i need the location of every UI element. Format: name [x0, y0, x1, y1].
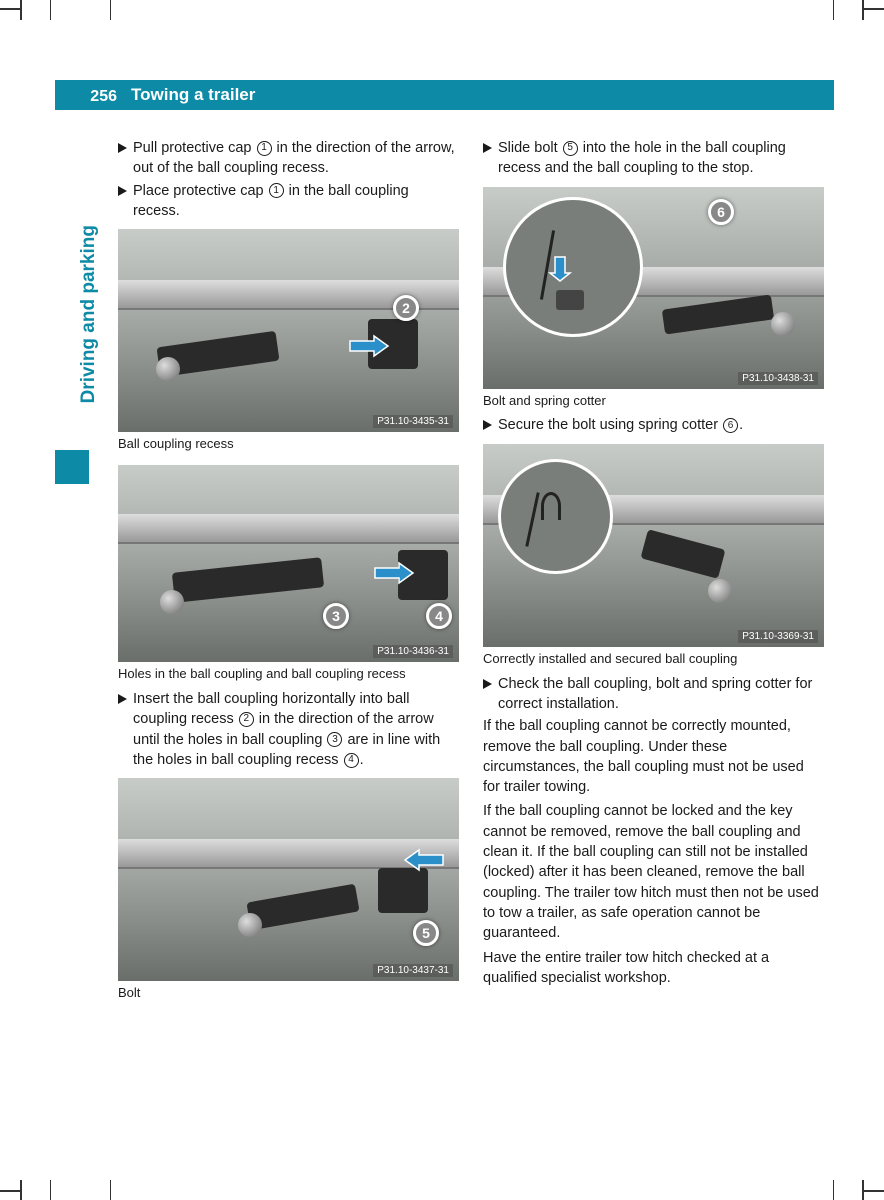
figure-callout: 5 — [413, 920, 439, 946]
step-bullet-icon — [118, 186, 127, 196]
figure-ref-label: P31.10-3435-31 — [373, 415, 453, 428]
figure-callout: 3 — [323, 603, 349, 629]
instruction-step: Check the ball coupling, bolt and spring… — [483, 674, 824, 715]
figure-ball-coupling-recess: 2 P31.10-3435-31 — [118, 229, 459, 432]
figure-ref-label: P31.10-3436-31 — [373, 645, 453, 658]
step-text: Pull protective cap 1 in the direction o… — [133, 138, 459, 179]
figure-caption: Ball coupling recess — [118, 436, 459, 453]
figure-callout: 2 — [393, 295, 419, 321]
figure-callout: 4 — [426, 603, 452, 629]
right-column: Slide bolt 5 into the hole in the ball c… — [483, 138, 824, 1120]
figure-ref-label: P31.10-3369-31 — [738, 630, 818, 643]
step-bullet-icon — [118, 694, 127, 704]
page-number: 256 — [55, 80, 123, 110]
body-paragraph: If the ball coupling cannot be correctly… — [483, 716, 824, 797]
figure-spring-cotter: 6 P31.10-3438-31 — [483, 187, 824, 389]
figure-bolt: 5 P31.10-3437-31 — [118, 778, 459, 981]
body-paragraph: If the ball coupling cannot be locked an… — [483, 801, 824, 943]
page-content: Pull protective cap 1 in the direction o… — [118, 138, 824, 1120]
body-paragraph: Have the entire trailer tow hitch checke… — [483, 948, 824, 989]
step-text: Slide bolt 5 into the hole in the ball c… — [498, 138, 824, 179]
figure-callout: 6 — [708, 199, 734, 225]
left-column: Pull protective cap 1 in the direction o… — [118, 138, 459, 1120]
instruction-step: Insert the ball coupling horizontally in… — [118, 689, 459, 770]
step-text: Insert the ball coupling horizontally in… — [133, 689, 459, 770]
figure-caption: Bolt and spring cotter — [483, 393, 824, 410]
figure-caption: Correctly installed and secured ball cou… — [483, 651, 824, 668]
figure-ref-label: P31.10-3437-31 — [373, 964, 453, 977]
chapter-title: Towing a trailer — [123, 85, 255, 105]
figure-ref-label: P31.10-3438-31 — [738, 372, 818, 385]
figure-holes: 3 4 P31.10-3436-31 — [118, 465, 459, 662]
figure-caption: Bolt — [118, 985, 459, 1002]
instruction-step: Slide bolt 5 into the hole in the ball c… — [483, 138, 824, 179]
figure-installed: P31.10-3369-31 — [483, 444, 824, 647]
step-bullet-icon — [118, 143, 127, 153]
step-text: Place protective cap 1 in the ball coupl… — [133, 181, 459, 222]
step-text: Check the ball coupling, bolt and spring… — [498, 674, 824, 715]
figure-caption: Holes in the ball coupling and ball coup… — [118, 666, 459, 683]
instruction-step: Place protective cap 1 in the ball coupl… — [118, 181, 459, 222]
chapter-header: 256 Towing a trailer — [55, 80, 834, 110]
instruction-step: Secure the bolt using spring cotter 6. — [483, 415, 824, 435]
side-section-label: Driving and parking — [78, 225, 100, 403]
step-bullet-icon — [483, 420, 492, 430]
side-tab — [55, 450, 89, 484]
instruction-step: Pull protective cap 1 in the direction o… — [118, 138, 459, 179]
step-text: Secure the bolt using spring cotter 6. — [498, 415, 743, 435]
step-bullet-icon — [483, 143, 492, 153]
step-bullet-icon — [483, 679, 492, 689]
